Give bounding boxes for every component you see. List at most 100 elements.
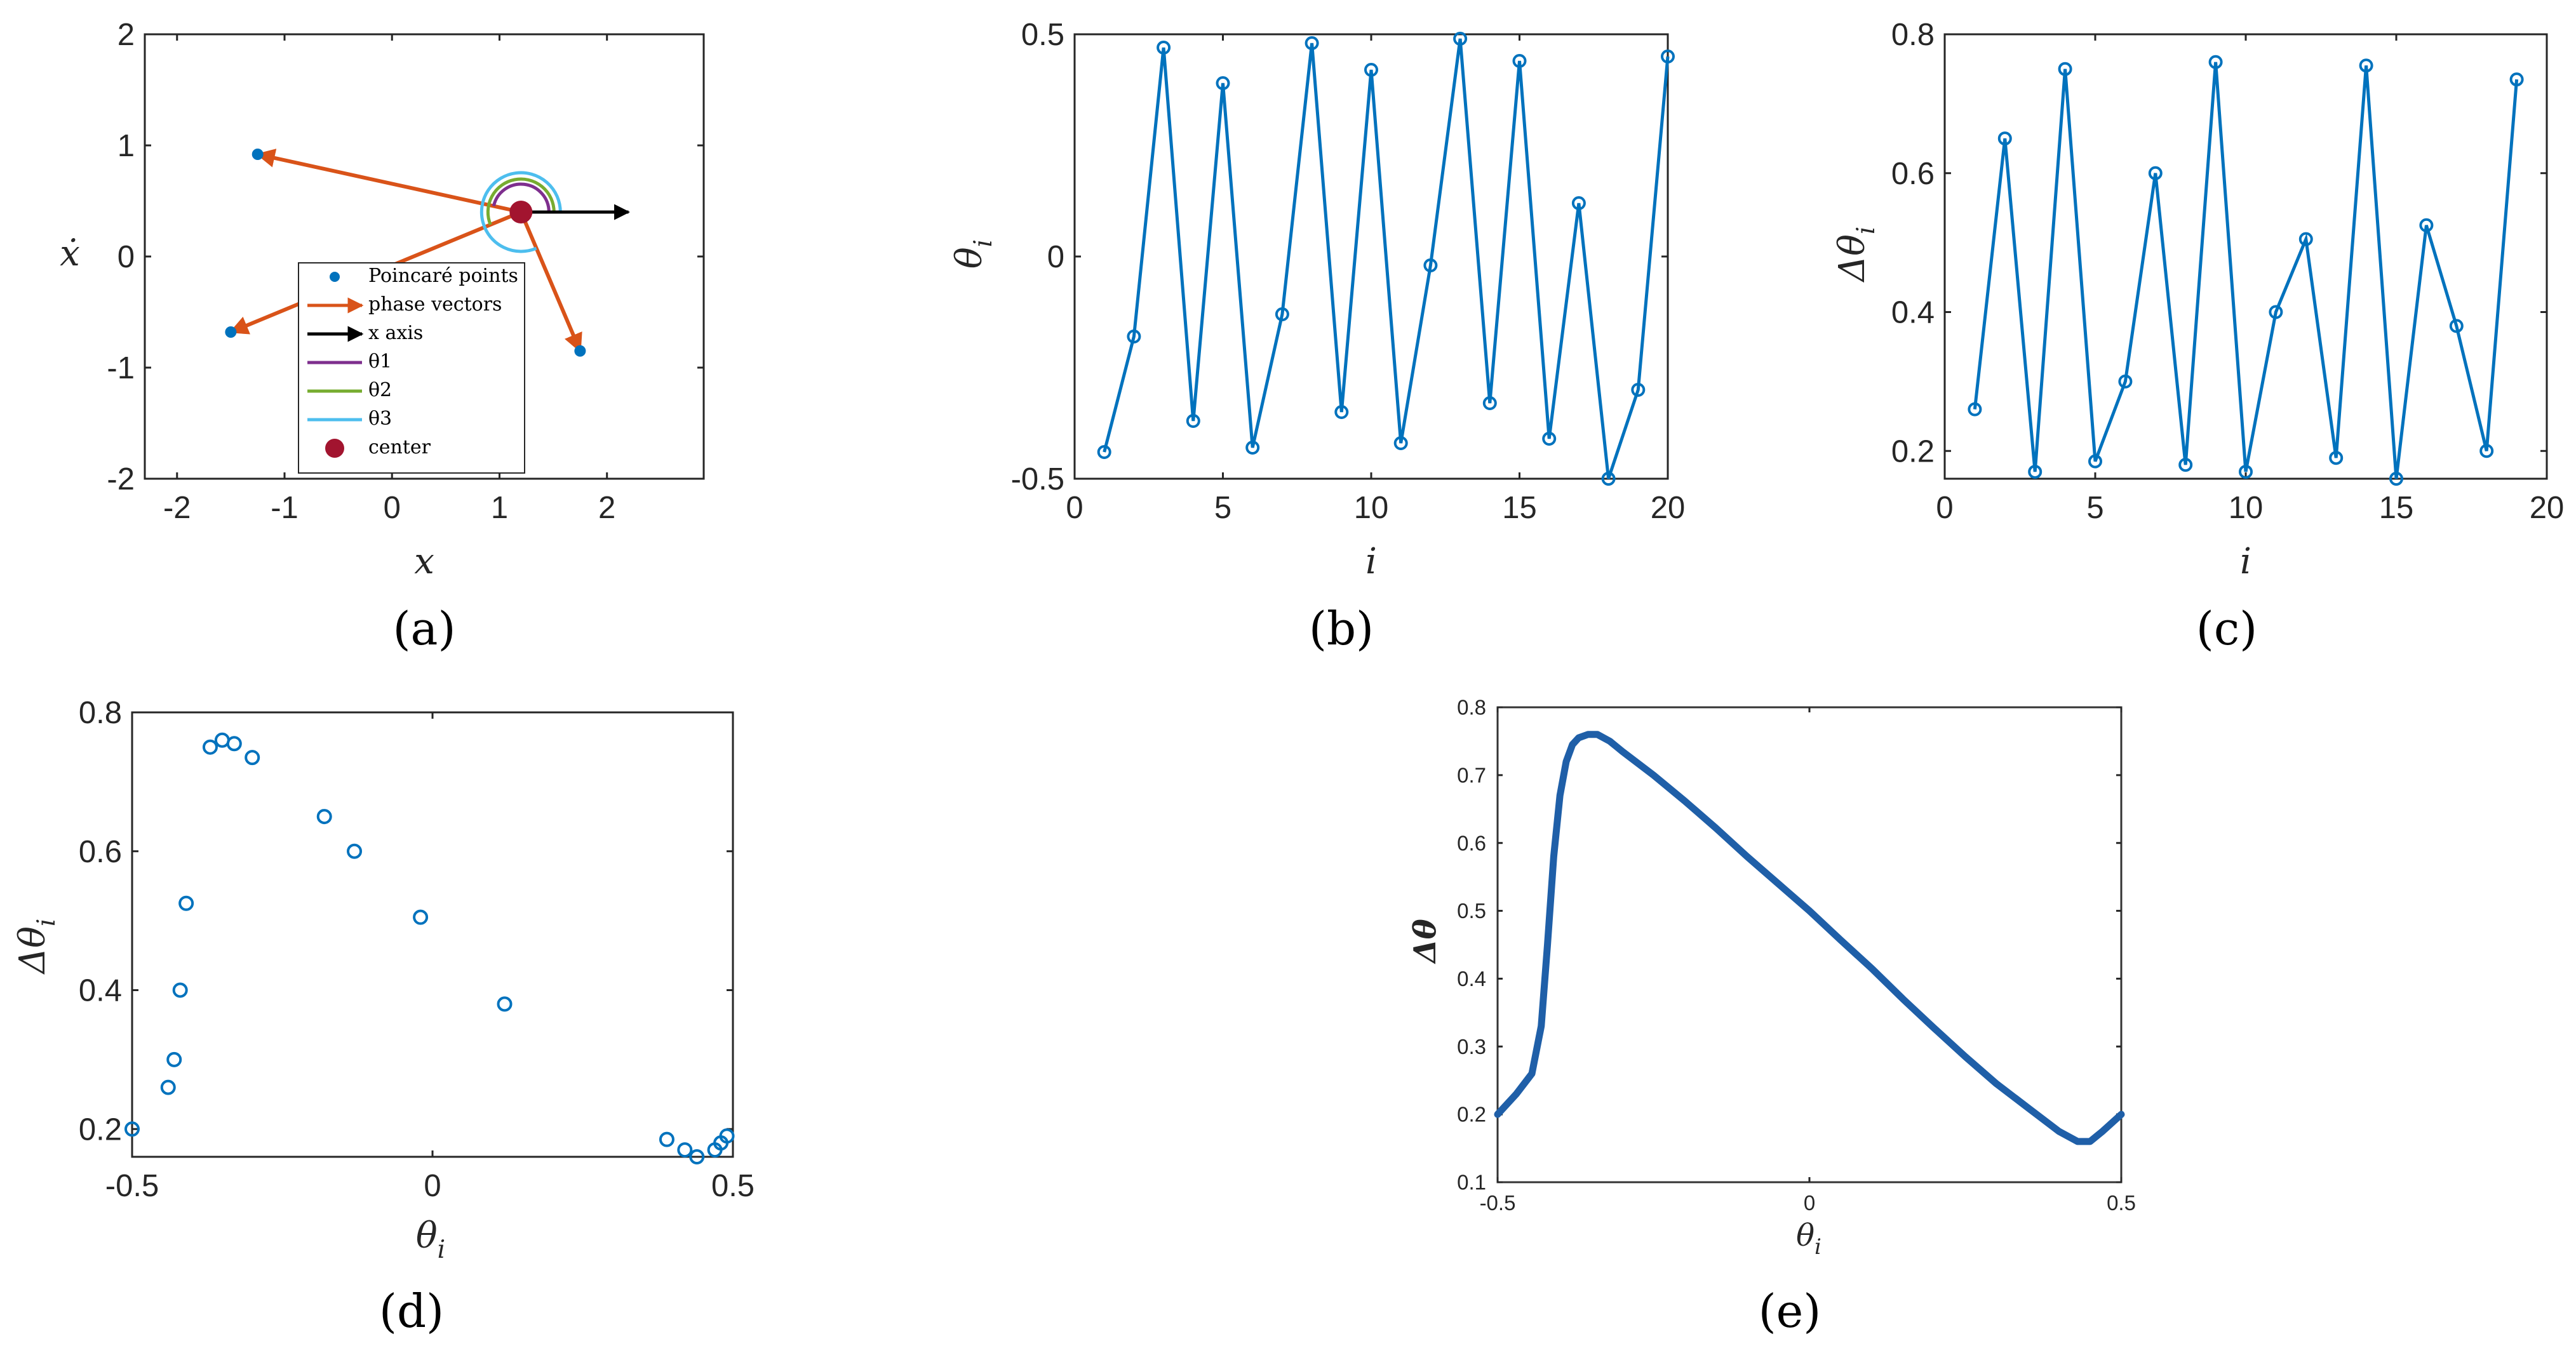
series-line [1103,38,1670,479]
panel-b-ylabel: θi [949,239,998,269]
x-tick-label: 10 [1354,491,1389,525]
panel-b-label: (b) [1309,602,1374,655]
data-point [2269,305,2283,319]
data-point [1601,472,1616,486]
panel-c-dtheta-vs-i: 0 5 10 15 20 0.8 0.6 0.4 0.2 i Δθi (c) [1832,18,2564,655]
data-point [1968,402,1982,417]
panel-c-y-ticks: 0.8 0.6 0.4 0.2 [1891,18,2547,469]
y-tick-label: 0 [1047,240,1064,274]
panel-b-axes-box [1073,33,1669,480]
theta-arc [486,177,556,225]
x-tick-label: 0 [1936,491,1953,525]
data-point [1512,54,1527,68]
y-tick-label: 0.5 [1021,18,1064,52]
data-point [178,895,194,911]
data-point [1157,41,1171,55]
x-tick-label: 0.5 [2107,1191,2136,1215]
panel-b-y-ticks: 0.5 0 -0.5 [1011,18,1668,497]
data-point [413,909,429,925]
data-point [2509,72,2524,87]
data-point [2298,232,2313,246]
data-point [1661,50,1675,63]
legend-swatch-bigdot [325,439,344,458]
data-point [2359,58,2373,73]
poincare-point [574,345,586,357]
data-point [2088,454,2102,469]
panel-c-xlabel: i [2240,541,2251,582]
data-point [689,1149,705,1164]
y-tick-label: -1 [107,351,135,385]
data-point [172,982,188,998]
legend-box [298,262,525,474]
legend-label: θ3 [368,408,392,430]
x-tick-label: 20 [2530,491,2565,525]
panel-d-xlabel: θi [416,1215,445,1264]
panel-e-xlabel: θi [1796,1218,1821,1260]
panel-a-marks: Poincaré points phase vectors x axis θ1 θ2 θ3… [225,149,631,474]
legend-swatch-dot [330,272,340,282]
data-point [1305,36,1319,50]
data-point [719,1128,735,1144]
data-point [1186,414,1200,428]
y-tick-label: 0.4 [1457,967,1486,990]
data-point [2028,465,2043,479]
theta-arc [480,171,562,253]
data-point [1275,307,1289,321]
data-point [202,739,218,755]
data-point [214,732,230,748]
data-point [1097,445,1111,459]
panel-c-axes-box [1943,33,2548,480]
panel-c-x-ticks: 0 5 10 15 20 [1936,34,2564,525]
legend-label: θ2 [368,379,392,401]
x-tick-label: 2 [598,491,615,525]
x-tick-label: 0.5 [711,1169,755,1203]
y-tick-label: 0.7 [1457,763,1486,787]
data-point [2178,458,2193,472]
y-tick-label: -2 [107,462,135,497]
data-point [124,1121,140,1137]
panel-e-label: (e) [1759,1284,1821,1338]
panel-a-xlabel: x [414,541,434,582]
data-point [226,736,242,752]
data-point [2329,451,2344,465]
panel-d-y-ticks: 0.8 0.6 0.4 0.2 [79,696,733,1147]
panel-d-label: (d) [379,1284,444,1338]
data-point [1542,432,1557,446]
x-tick-label: 15 [2379,491,2414,525]
legend-label: phase vectors [368,293,502,316]
panel-c-marks [1968,55,2524,486]
data-point [2239,465,2253,479]
y-tick-label: 0 [117,240,135,274]
data-point [677,1142,693,1158]
data-point [2148,166,2163,180]
y-tick-label: 0.3 [1457,1035,1486,1058]
y-tick-label: 0.4 [1891,296,1935,330]
panel-d-scatter: -0.5 0 0.5 0.8 0.6 0.4 0.2 θi Δθi (d) [12,696,755,1338]
panel-d-marks [124,732,735,1164]
panel-d-ylabel-holder: Δθi [12,919,61,975]
legend-label: θ1 [368,350,392,373]
y-tick-label: 0.4 [79,974,122,1008]
x-tick-label: -0.5 [1480,1191,1516,1215]
legend-label: x axis [368,322,423,344]
y-tick-label: 0.2 [79,1112,122,1147]
panel-c-label: (c) [2196,602,2258,655]
phase-vector-arrow [255,149,521,214]
data-point [2389,472,2403,486]
y-tick-label: 1 [117,129,135,163]
panel-e-xlabel-holder: θi [1796,1218,1821,1260]
x-tick-label: 20 [1651,491,1686,525]
x-tick-label: 0 [384,491,401,525]
x-tick-label: 0 [1804,1191,1815,1215]
y-tick-label: 0.6 [1891,157,1935,191]
series-line [1973,62,2519,479]
data-point [1571,196,1586,210]
poincare-point [252,149,264,160]
panel-d-ylabel: Δθi [12,919,61,975]
x-tick-label: 1 [491,491,508,525]
panel-a-ylabel: ẋ [60,233,80,274]
data-point [497,996,513,1012]
data-point [316,809,332,825]
curve-line [1494,731,2125,1145]
panel-a-label: (a) [392,602,455,655]
